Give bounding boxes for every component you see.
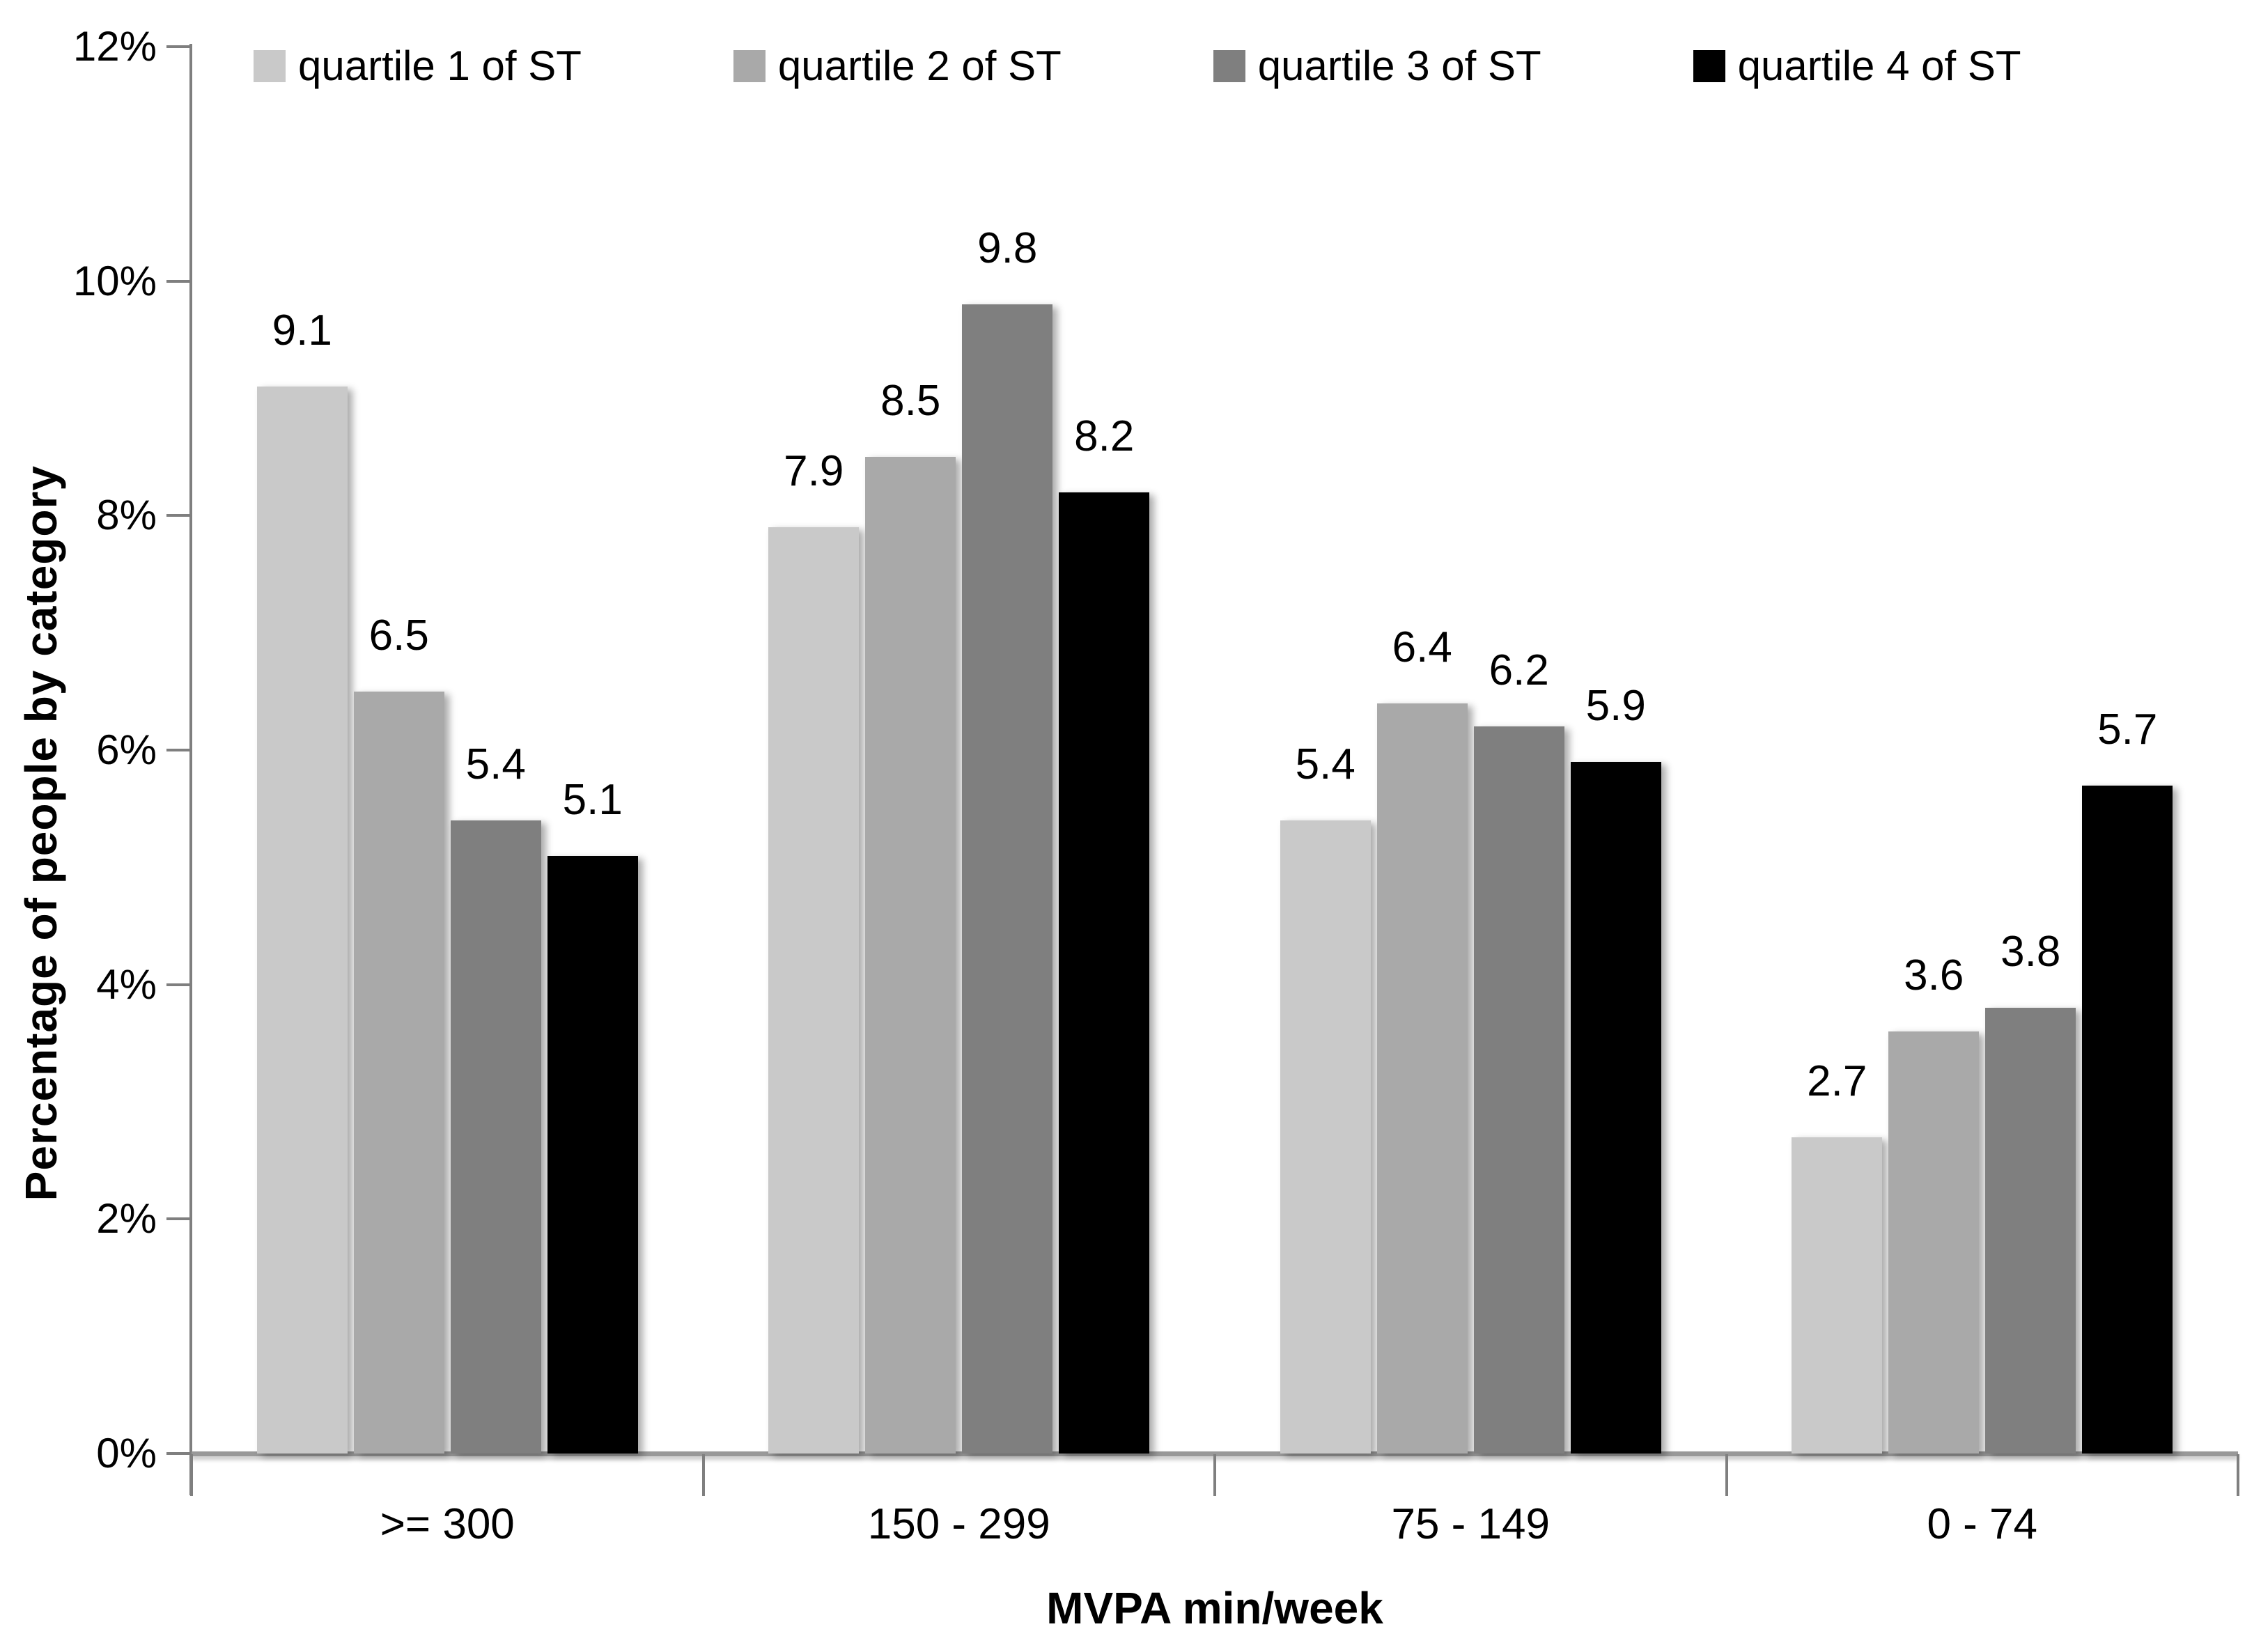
bar-value-label: 7.9	[784, 447, 844, 496]
x-boundary-tick	[190, 1454, 193, 1496]
y-tick-label: 2%	[96, 1195, 157, 1242]
x-category-label: >= 300	[380, 1500, 515, 1548]
y-tick-mark	[166, 1452, 192, 1455]
bar-value-label: 5.4	[1295, 740, 1355, 788]
bar	[1280, 820, 1371, 1454]
bar-value-label: 2.7	[1807, 1057, 1867, 1105]
x-category-label: 75 - 149	[1391, 1500, 1551, 1548]
bar	[1376, 703, 1468, 1454]
bar	[768, 527, 860, 1454]
y-tick-label: 12%	[72, 23, 157, 70]
legend: quartile 1 of ST quartile 2 of ST quartile…	[254, 45, 2021, 88]
bar-value-label: 3.6	[1904, 951, 1964, 999]
x-boundary-tick	[1213, 1454, 1216, 1496]
bar	[2082, 785, 2173, 1454]
bar	[1473, 726, 1564, 1454]
y-tick-label: 10%	[72, 257, 157, 304]
bar-value-label: 6.2	[1489, 646, 1549, 695]
bar-value-label: 5.1	[562, 775, 623, 824]
x-boundary-tick	[2237, 1454, 2239, 1496]
x-axis-title: MVPA min/week	[1046, 1583, 1383, 1633]
bar-value-label: 8.5	[880, 377, 941, 426]
legend-swatch-icon	[733, 50, 766, 82]
bar	[353, 691, 444, 1454]
y-axis-line	[189, 44, 192, 1495]
bar	[450, 820, 541, 1454]
bar	[865, 457, 956, 1454]
bar	[1059, 492, 1150, 1454]
x-boundary-tick	[1725, 1454, 1728, 1496]
bar-value-label: 5.9	[1585, 681, 1646, 730]
bar	[1792, 1137, 1883, 1454]
y-tick-label: 6%	[96, 726, 157, 773]
x-boundary-tick	[701, 1454, 705, 1496]
y-tick-label: 8%	[96, 492, 157, 539]
bar	[1570, 761, 1661, 1454]
bar-value-label: 3.8	[2000, 928, 2061, 976]
bar	[962, 304, 1053, 1454]
legend-item: quartile 3 of ST	[1213, 45, 1541, 88]
legend-label: quartile 3 of ST	[1257, 42, 1541, 89]
legend-item: quartile 2 of ST	[733, 45, 1062, 88]
legend-item: quartile 1 of ST	[254, 45, 582, 88]
bar-value-label: 6.4	[1392, 623, 1452, 671]
bar-value-label: 9.8	[977, 224, 1038, 273]
bar-value-label: 8.2	[1074, 412, 1135, 460]
x-axis-line	[192, 1451, 2238, 1456]
y-tick-mark	[166, 45, 192, 48]
bar-value-label: 5.4	[465, 740, 526, 788]
x-category-label: 0 - 74	[1927, 1500, 2038, 1548]
y-tick-mark	[166, 983, 192, 986]
bar	[256, 387, 348, 1454]
y-tick-label: 4%	[96, 960, 157, 1008]
y-tick-mark	[166, 749, 192, 751]
bar	[547, 855, 638, 1454]
legend-label: quartile 1 of ST	[298, 42, 582, 89]
legend-item: quartile 4 of ST	[1693, 45, 2021, 88]
y-tick-label: 0%	[96, 1430, 157, 1476]
bar	[1888, 1031, 1980, 1454]
legend-label: quartile 2 of ST	[777, 42, 1062, 89]
bar	[1985, 1008, 2076, 1454]
legend-swatch-icon	[1213, 50, 1245, 82]
legend-label: quartile 4 of ST	[1737, 42, 2021, 89]
y-axis-title: Percentage of people by category	[16, 465, 66, 1201]
legend-swatch-icon	[1693, 50, 1725, 82]
y-tick-mark	[166, 279, 192, 283]
y-tick-mark	[166, 514, 192, 517]
x-category-label: 150 - 299	[867, 1500, 1050, 1548]
bar-value-label: 6.5	[368, 611, 429, 660]
legend-swatch-icon	[254, 50, 286, 82]
bar-value-label: 9.1	[272, 306, 332, 355]
bar-value-label: 5.7	[2097, 705, 2158, 754]
y-tick-mark	[166, 1217, 192, 1221]
